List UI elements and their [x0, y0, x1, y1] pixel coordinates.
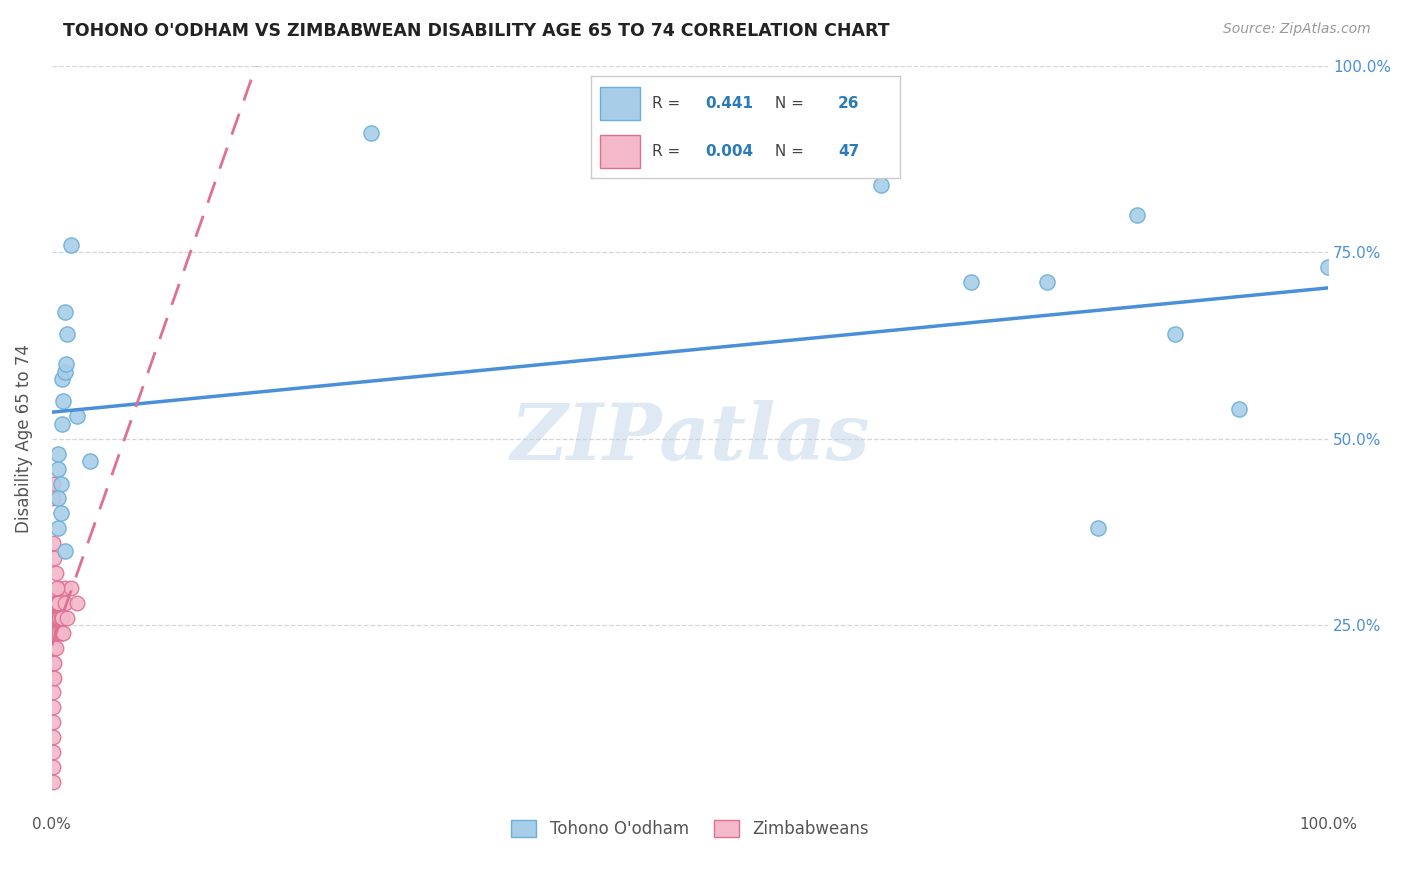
Point	[45, 611, 67, 625]
Point	[48, 611, 70, 625]
Point	[46, 611, 69, 625]
Y-axis label: Disability Age 65 to 74: Disability Age 65 to 74	[15, 344, 32, 533]
Point	[53, 581, 76, 595]
Point	[51, 417, 73, 431]
Point	[42, 596, 65, 610]
Point	[46, 581, 69, 595]
Point	[42, 656, 65, 670]
Point	[49, 476, 72, 491]
Point	[59, 237, 82, 252]
Point	[59, 581, 82, 595]
Point	[1227, 401, 1250, 416]
Point	[52, 625, 75, 640]
Text: 26: 26	[838, 96, 859, 111]
Text: 0.004: 0.004	[704, 145, 754, 160]
Text: 0.441: 0.441	[704, 96, 754, 111]
Text: N =: N =	[770, 145, 808, 160]
Point	[56, 327, 79, 342]
Point	[1036, 275, 1059, 289]
Point	[360, 126, 382, 140]
Point	[42, 611, 65, 625]
Point	[53, 543, 76, 558]
Point	[53, 596, 76, 610]
Point	[42, 715, 65, 730]
Point	[44, 611, 66, 625]
Point	[45, 581, 67, 595]
Point	[66, 596, 89, 610]
Point	[959, 275, 981, 289]
Point	[44, 671, 66, 685]
Point	[46, 521, 69, 535]
Point	[45, 596, 67, 610]
Legend: Tohono O'odham, Zimbabweans: Tohono O'odham, Zimbabweans	[505, 814, 876, 845]
Text: R =: R =	[652, 96, 686, 111]
Point	[42, 760, 65, 774]
Point	[56, 611, 79, 625]
Point	[53, 365, 76, 379]
Text: Source: ZipAtlas.com: Source: ZipAtlas.com	[1223, 22, 1371, 37]
Point	[42, 625, 65, 640]
Text: ZIPatlas: ZIPatlas	[510, 401, 870, 477]
Point	[45, 625, 67, 640]
Point	[42, 640, 65, 655]
Point	[44, 625, 66, 640]
Point	[45, 611, 67, 625]
Text: TOHONO O'ODHAM VS ZIMBABWEAN DISABILITY AGE 65 TO 74 CORRELATION CHART: TOHONO O'ODHAM VS ZIMBABWEAN DISABILITY …	[63, 22, 890, 40]
Point	[1164, 327, 1187, 342]
Point	[42, 491, 65, 506]
Point	[45, 625, 67, 640]
Point	[42, 685, 65, 699]
Point	[49, 611, 72, 625]
Bar	[600, 136, 640, 168]
Point	[42, 775, 65, 789]
Point	[45, 640, 67, 655]
Point	[46, 461, 69, 475]
Point	[45, 596, 67, 610]
Point	[1125, 208, 1147, 222]
Point	[44, 596, 66, 610]
Point	[46, 447, 69, 461]
Point	[1317, 260, 1340, 274]
Point	[49, 507, 72, 521]
Point	[55, 357, 77, 371]
Point	[42, 536, 65, 550]
Point	[45, 566, 67, 580]
Point	[870, 178, 893, 192]
Point	[42, 745, 65, 759]
Point	[46, 491, 69, 506]
Point	[52, 394, 75, 409]
Point	[42, 700, 65, 714]
Point	[1087, 521, 1109, 535]
Point	[51, 372, 73, 386]
Point	[42, 476, 65, 491]
Bar	[600, 87, 640, 120]
Point	[48, 625, 70, 640]
Point	[51, 611, 73, 625]
Point	[79, 454, 101, 468]
Point	[42, 731, 65, 745]
Point	[46, 596, 69, 610]
Point	[51, 625, 73, 640]
Point	[44, 551, 66, 566]
Point	[44, 640, 66, 655]
Point	[42, 671, 65, 685]
Point	[53, 305, 76, 319]
Text: N =: N =	[770, 96, 808, 111]
Text: R =: R =	[652, 145, 686, 160]
Point	[66, 409, 89, 424]
Text: 47: 47	[838, 145, 859, 160]
Point	[44, 656, 66, 670]
Point	[49, 625, 72, 640]
